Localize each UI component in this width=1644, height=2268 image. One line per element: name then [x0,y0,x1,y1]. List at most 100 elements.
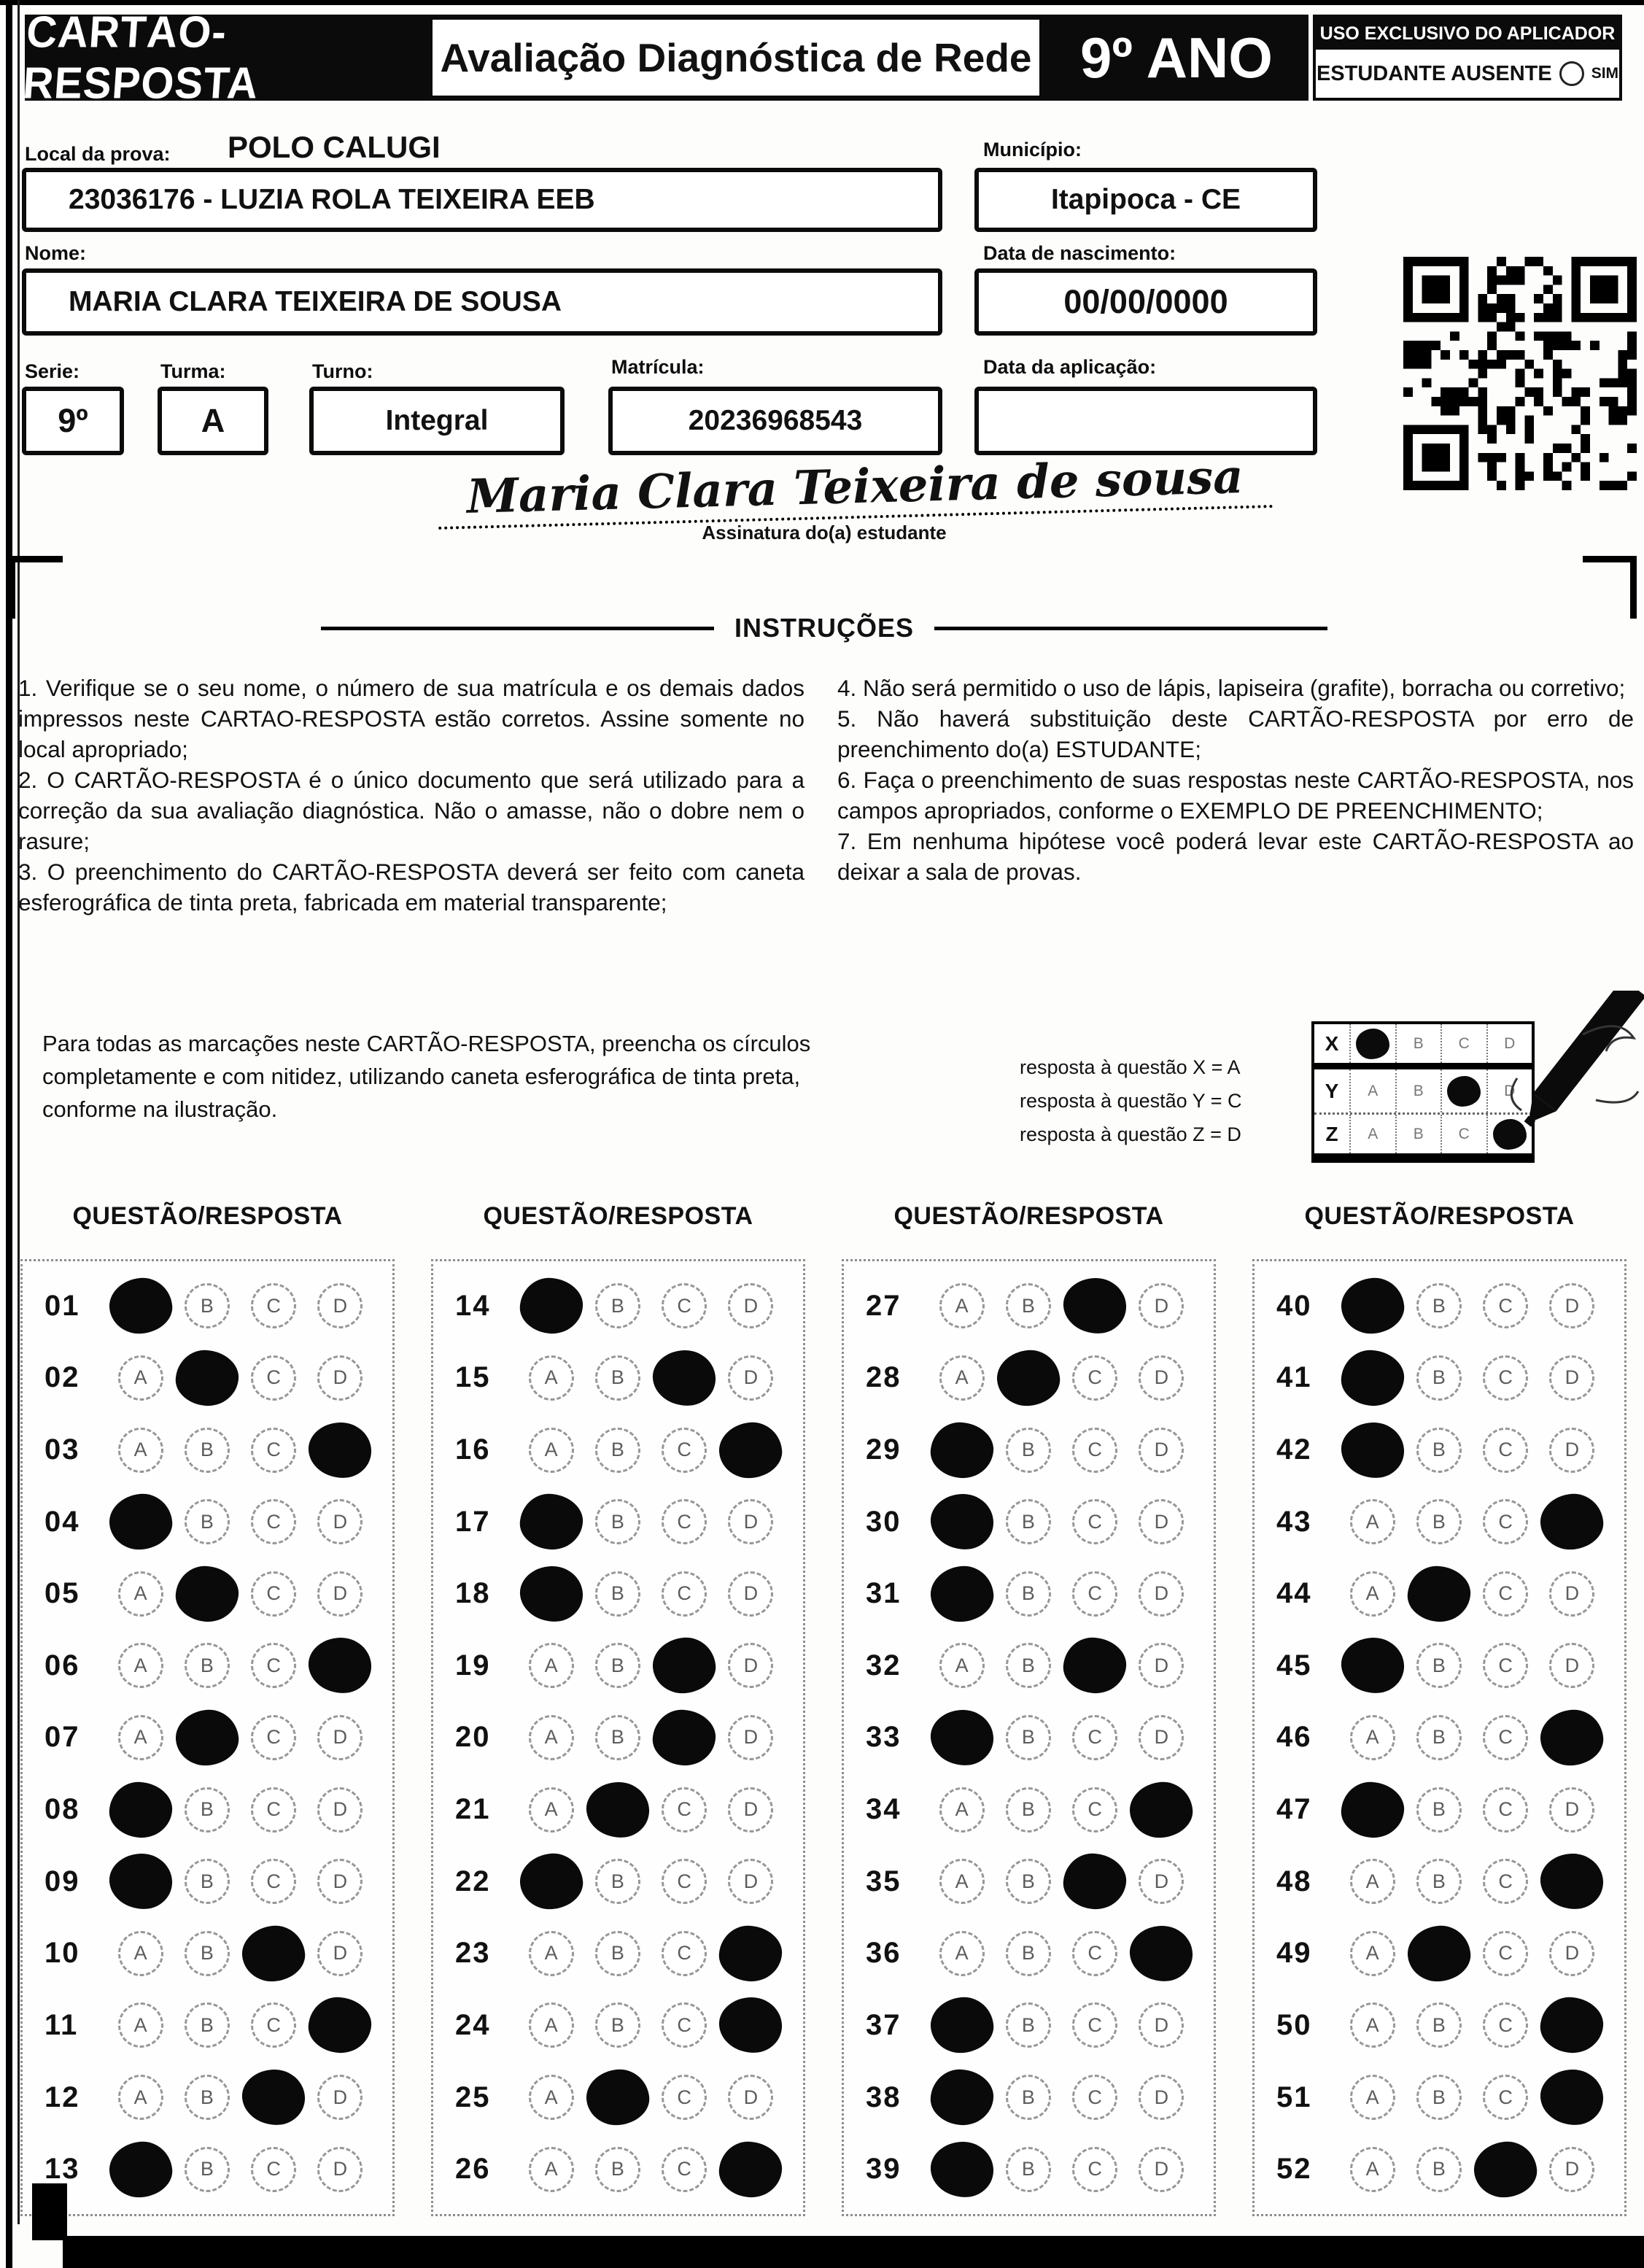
answer-bubble-B[interactable]: B [594,1859,640,1905]
answer-bubble-C[interactable]: C [1483,1714,1529,1760]
answer-bubble-B[interactable]: B [1005,1427,1051,1473]
answer-bubble-B[interactable]: B [594,1643,640,1689]
answer-bubble-D[interactable]: D [317,1283,363,1329]
answer-bubble-filled-D[interactable] [1129,1924,1194,1983]
answer-bubble-D[interactable]: D [1549,2146,1595,2192]
answer-bubble-A[interactable]: A [1349,2075,1395,2120]
answer-bubble-filled-C[interactable] [651,1349,717,1407]
answer-bubble-D[interactable]: D [1549,1427,1595,1473]
answer-bubble-D[interactable]: D [728,1571,774,1617]
answer-bubble-filled-B[interactable] [174,1347,241,1408]
answer-bubble-D[interactable]: D [1549,1283,1595,1329]
answer-bubble-C[interactable]: C [251,1787,297,1832]
answer-bubble-D[interactable]: D [1139,1283,1184,1329]
answer-bubble-B[interactable]: B [1416,1643,1462,1689]
answer-bubble-C[interactable]: C [1072,1787,1118,1832]
answer-bubble-D[interactable]: D [728,1787,774,1832]
answer-bubble-C[interactable]: C [1483,1571,1529,1617]
answer-bubble-A[interactable]: A [528,1643,574,1689]
answer-bubble-B[interactable]: B [594,1427,640,1473]
answer-bubble-D[interactable]: D [1139,1355,1184,1401]
answer-bubble-B[interactable]: B [1005,2002,1051,2048]
answer-bubble-C[interactable]: C [251,1283,297,1329]
answer-bubble-filled-A[interactable] [107,1779,174,1840]
answer-bubble-D[interactable]: D [317,1930,363,1976]
answer-bubble-C[interactable]: C [662,1499,707,1545]
answer-bubble-filled-B[interactable] [994,1347,1063,1409]
answer-bubble-C[interactable]: C [1483,2075,1529,2120]
answer-bubble-A[interactable]: A [1349,1859,1395,1905]
answer-bubble-A[interactable]: A [939,1787,985,1832]
answer-bubble-filled-A[interactable] [1340,1636,1405,1695]
answer-bubble-C[interactable]: C [251,1499,297,1545]
answer-bubble-C[interactable]: C [1072,2002,1118,2048]
answer-bubble-filled-D[interactable] [1128,1779,1195,1841]
answer-bubble-B[interactable]: B [1416,1427,1462,1473]
answer-bubble-filled-C[interactable] [651,1708,718,1768]
answer-bubble-filled-A[interactable] [106,2139,174,2200]
answer-bubble-D[interactable]: D [1139,2002,1184,2048]
answer-bubble-filled-D[interactable] [1540,1852,1605,1911]
answer-bubble-B[interactable]: B [1005,1499,1051,1545]
answer-bubble-C[interactable]: C [1483,1787,1529,1832]
answer-bubble-B[interactable]: B [184,1859,230,1905]
answer-bubble-filled-D[interactable] [718,1996,783,2054]
answer-bubble-B[interactable]: B [1005,1571,1051,1617]
answer-bubble-C[interactable]: C [662,2002,707,2048]
answer-bubble-B[interactable]: B [1416,2075,1462,2120]
answer-bubble-C[interactable]: C [1072,2146,1118,2192]
answer-bubble-A[interactable]: A [939,1859,985,1905]
answer-bubble-filled-C[interactable] [239,1923,308,1984]
answer-bubble-D[interactable]: D [728,2075,774,2120]
answer-bubble-A[interactable]: A [939,1930,985,1976]
answer-bubble-B[interactable]: B [184,1499,230,1545]
answer-bubble-filled-A[interactable] [518,1276,585,1336]
answer-bubble-filled-D[interactable] [306,1995,373,2056]
answer-bubble-filled-D[interactable] [717,1419,785,1481]
answer-bubble-D[interactable]: D [1549,1571,1595,1617]
answer-bubble-filled-D[interactable] [1538,1995,1605,2056]
answer-bubble-A[interactable]: A [117,1355,163,1401]
answer-bubble-filled-A[interactable] [1339,1347,1406,1408]
answer-bubble-B[interactable]: B [1005,1859,1051,1905]
answer-bubble-A[interactable]: A [117,1643,163,1689]
answer-bubble-C[interactable]: C [662,1571,707,1617]
answer-bubble-D[interactable]: D [728,1283,774,1329]
answer-bubble-C[interactable]: C [1483,1355,1529,1401]
answer-bubble-D[interactable]: D [728,1355,774,1401]
answer-bubble-D[interactable]: D [728,1859,774,1905]
answer-bubble-B[interactable]: B [1005,1714,1051,1760]
answer-bubble-C[interactable]: C [662,2075,707,2120]
answer-bubble-B[interactable]: B [594,1930,640,1976]
answer-bubble-filled-A[interactable] [928,1994,996,2056]
answer-bubble-D[interactable]: D [317,1355,363,1401]
answer-bubble-D[interactable]: D [728,1643,774,1689]
answer-bubble-D[interactable]: D [728,1499,774,1545]
answer-bubble-C[interactable]: C [1483,1427,1529,1473]
answer-bubble-B[interactable]: B [1416,1859,1462,1905]
answer-bubble-A[interactable]: A [117,1427,163,1473]
answer-bubble-C[interactable]: C [1072,1714,1118,1760]
answer-bubble-filled-D[interactable] [717,1923,784,1983]
answer-bubble-filled-D[interactable] [308,1636,373,1695]
answer-bubble-B[interactable]: B [184,1427,230,1473]
answer-bubble-filled-C[interactable] [1062,1277,1128,1335]
answer-bubble-D[interactable]: D [1139,1571,1184,1617]
answer-bubble-filled-A[interactable] [519,1565,583,1623]
answer-bubble-B[interactable]: B [594,2146,640,2192]
answer-bubble-C[interactable]: C [251,2146,297,2192]
answer-bubble-filled-D[interactable] [1540,2068,1605,2126]
answer-bubble-C[interactable]: C [251,2002,297,2048]
answer-bubble-filled-B[interactable] [585,1781,651,1839]
answer-bubble-filled-A[interactable] [928,1420,996,1480]
answer-bubble-D[interactable]: D [1139,2075,1184,2120]
answer-bubble-filled-C[interactable] [1061,1851,1128,1912]
answer-bubble-C[interactable]: C [662,2146,707,2192]
answer-bubble-B[interactable]: B [184,2002,230,2048]
answer-bubble-C[interactable]: C [251,1355,297,1401]
answer-bubble-D[interactable]: D [1139,1427,1184,1473]
answer-bubble-filled-B[interactable] [583,2067,652,2128]
answer-bubble-A[interactable]: A [117,2002,163,2048]
answer-bubble-D[interactable]: D [1139,1859,1184,1905]
answer-bubble-B[interactable]: B [1416,1283,1462,1329]
